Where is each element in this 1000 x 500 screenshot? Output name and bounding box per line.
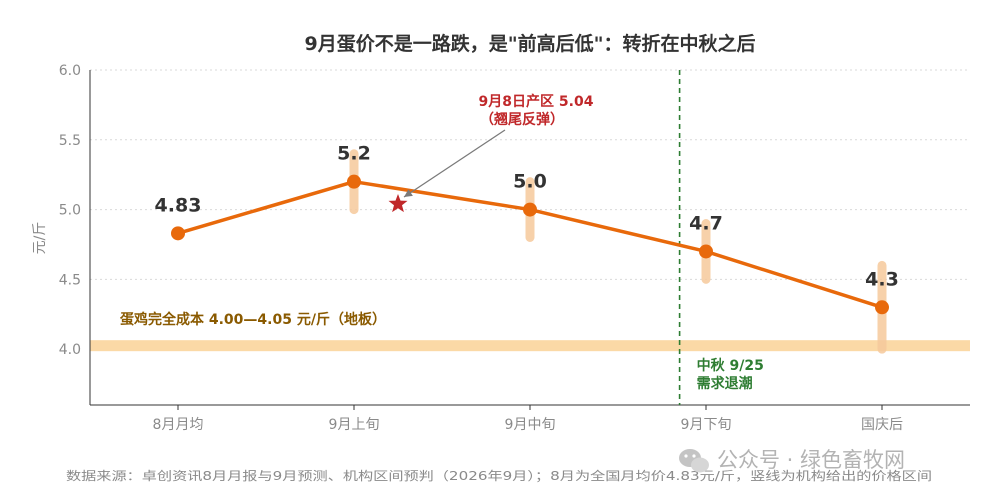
data-label: 4.83 xyxy=(155,194,202,216)
marker-note-line1: 9月8日产区 5.04 xyxy=(479,93,594,110)
x-tick-label: 8月月均 xyxy=(153,417,204,433)
data-point xyxy=(347,174,361,189)
floor-band-layer xyxy=(90,340,970,352)
floor-note: 蛋鸡完全成本 4.00—4.05 元/斤（地板） xyxy=(120,311,386,328)
source-note: 数据来源：卓创资讯8月月报与9月预测、机构区间预判（2026年9月）；8月为全国… xyxy=(66,468,932,483)
x-tick-label: 9月下旬 xyxy=(681,417,732,433)
data-label: 5.0 xyxy=(513,171,547,193)
series-layer xyxy=(171,174,889,315)
data-point xyxy=(523,202,537,217)
y-tick-label: 5.0 xyxy=(59,203,81,219)
marker-star xyxy=(388,194,408,213)
data-point xyxy=(699,244,713,259)
range-bars xyxy=(349,149,887,354)
data-label: 4.7 xyxy=(689,212,723,234)
wechat-icon xyxy=(679,449,709,473)
chart-title: 9月蛋价不是一路跌，是"前高后低"：转折在中秋之后 xyxy=(304,32,755,55)
annotation-arrow xyxy=(403,129,506,198)
x-tick-label: 国庆后 xyxy=(861,417,903,433)
vline-note-line1: 中秋 9/25 xyxy=(697,357,764,374)
y-tick-label: 4.5 xyxy=(59,272,81,288)
y-tick-label: 4.0 xyxy=(59,342,81,358)
wechat-watermark: 公众号 · 绿色畜牧网 xyxy=(679,448,905,473)
watermark-text: 公众号 · 绿色畜牧网 xyxy=(717,448,905,472)
y-tick-label: 5.5 xyxy=(59,133,81,149)
data-label: 4.3 xyxy=(865,268,899,290)
data-labels: 4.83 5.2 5.0 4.7 4.3 xyxy=(155,143,899,291)
y-axis-label: 元/斤 xyxy=(32,222,48,255)
data-point xyxy=(171,226,185,241)
y-tick-label: 6.0 xyxy=(59,63,81,79)
marker-note-line2: （翘尾反弹） xyxy=(480,111,564,128)
axes: 4.0 4.5 5.0 5.5 6.0 8月月均 9月上旬 9月中旬 9月下旬 国庆后 xyxy=(59,63,970,433)
x-tick-label: 9月上旬 xyxy=(329,417,380,433)
floor-band xyxy=(90,340,970,352)
data-point xyxy=(875,300,889,315)
annotation-arrowhead xyxy=(404,189,413,197)
vline-note-line2: 需求退潮 xyxy=(697,375,753,392)
x-tick-label: 9月中旬 xyxy=(505,417,556,433)
data-label: 5.2 xyxy=(337,143,371,165)
